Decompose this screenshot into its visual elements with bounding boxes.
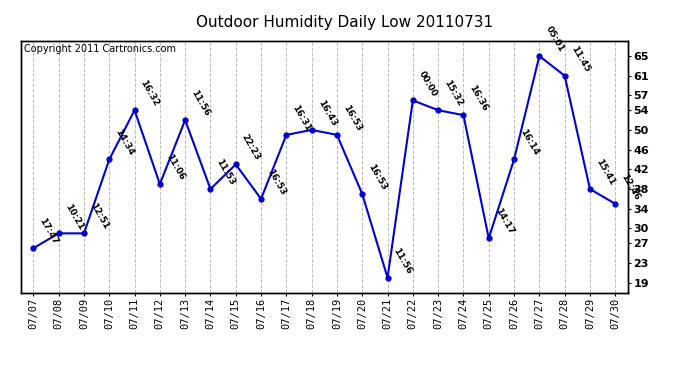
Text: 00:00: 00:00 [417, 69, 439, 98]
Text: 17:47: 17:47 [37, 216, 60, 246]
Text: 16:14: 16:14 [518, 128, 540, 158]
Text: 12:51: 12:51 [88, 202, 110, 231]
Text: 22:23: 22:23 [240, 133, 262, 162]
Text: 16:53: 16:53 [366, 162, 388, 192]
Text: 11:56: 11:56 [392, 246, 414, 276]
Text: Outdoor Humidity Daily Low 20110731: Outdoor Humidity Daily Low 20110731 [197, 15, 493, 30]
Text: 11:45: 11:45 [569, 44, 591, 74]
Text: 16:36: 16:36 [468, 84, 490, 113]
Text: 15:32: 15:32 [442, 79, 464, 108]
Text: Copyright 2011 Cartronics.com: Copyright 2011 Cartronics.com [23, 44, 176, 54]
Text: 14:17: 14:17 [493, 207, 515, 236]
Text: 16:43: 16:43 [316, 98, 338, 128]
Text: 15:41: 15:41 [594, 158, 616, 187]
Text: 16:32: 16:32 [139, 79, 161, 108]
Text: 10:21: 10:21 [63, 202, 85, 231]
Text: 11:53: 11:53 [215, 158, 237, 187]
Text: 16:53: 16:53 [341, 104, 363, 133]
Text: 16:31: 16:31 [290, 104, 313, 133]
Text: 12:46: 12:46 [620, 172, 642, 202]
Text: 14:34: 14:34 [113, 128, 136, 158]
Text: 11:56: 11:56 [189, 88, 211, 118]
Text: 11:06: 11:06 [164, 153, 186, 182]
Text: 16:53: 16:53 [265, 168, 287, 197]
Text: 05:01: 05:01 [544, 25, 566, 54]
